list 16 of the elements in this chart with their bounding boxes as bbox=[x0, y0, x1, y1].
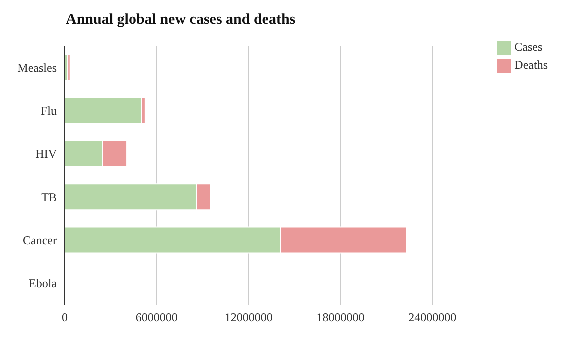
x-tick-label: 12000000 bbox=[224, 310, 273, 325]
x-tick-label: 24000000 bbox=[408, 310, 457, 325]
bar bbox=[65, 97, 142, 124]
y-tick-label: HIV bbox=[36, 147, 58, 162]
y-tick-label: Measles bbox=[18, 60, 58, 75]
x-tick-label: 0 bbox=[62, 310, 68, 325]
legend-label: Cases bbox=[514, 40, 543, 54]
legend-label: Deaths bbox=[514, 58, 548, 72]
x-tick-label: 18000000 bbox=[316, 310, 365, 325]
chart-title: Annual global new cases and deaths bbox=[66, 12, 296, 29]
y-tick-label: TB bbox=[42, 190, 57, 204]
y-tick-label: Cancer bbox=[23, 234, 57, 248]
y-tick-label: Flu bbox=[40, 104, 57, 118]
x-tick-label: 6000000 bbox=[136, 310, 178, 325]
y-tick-label: Ebola bbox=[29, 276, 58, 291]
bar bbox=[68, 54, 71, 82]
